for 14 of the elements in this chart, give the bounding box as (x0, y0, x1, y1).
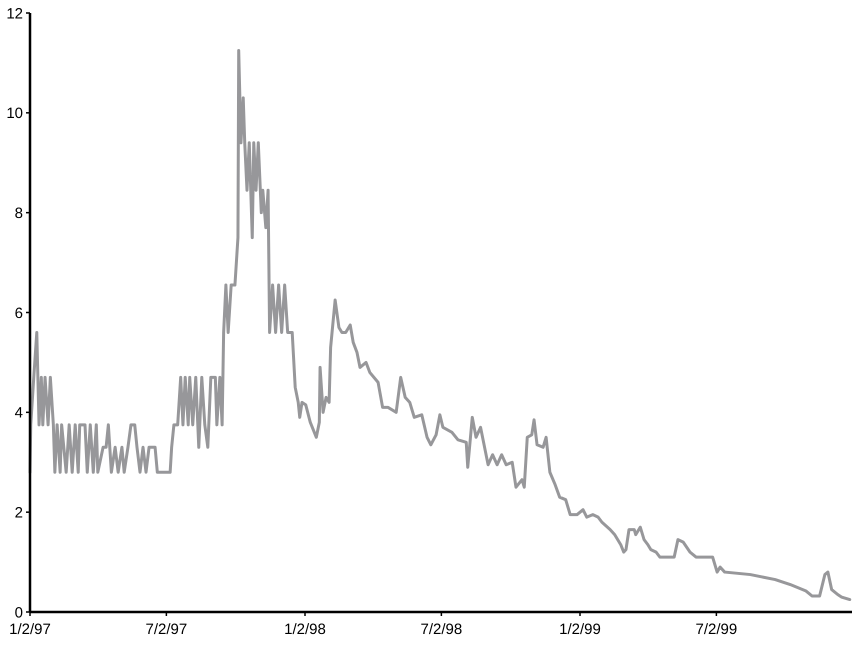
y-tick-label: 10 (6, 105, 23, 122)
y-tick-label: 8 (14, 204, 23, 222)
y-tick-label: 6 (14, 304, 23, 322)
x-tick-label: 1/2/97 (9, 621, 51, 638)
y-tick-label: 2 (14, 504, 23, 522)
x-tick-label: 1/2/99 (559, 621, 601, 638)
x-tick-label: 7/2/98 (420, 621, 462, 638)
x-tick-label: 7/2/97 (146, 621, 188, 638)
y-tick-label: 12 (6, 5, 23, 22)
line-series (28, 48, 852, 602)
y-tick-label: 0 (14, 604, 23, 622)
y-tick-label: 4 (14, 404, 23, 422)
x-tick-label: 7/2/99 (696, 621, 738, 638)
x-tick-label: 1/2/98 (284, 621, 326, 638)
